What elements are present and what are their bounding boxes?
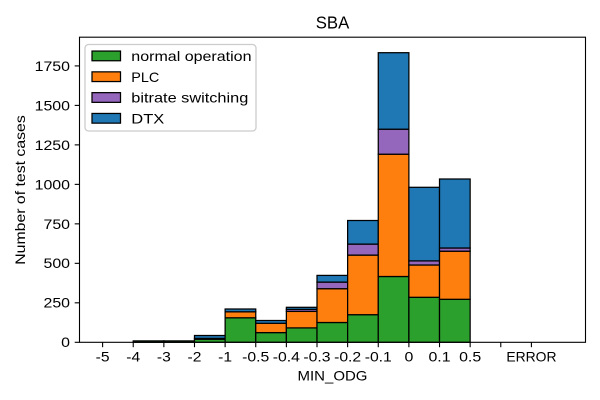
svg-text:-1: -1 [218,349,232,365]
svg-text:-0.3: -0.3 [303,349,330,365]
svg-text:DTX: DTX [131,110,164,126]
svg-text:-0.5: -0.5 [242,349,269,365]
svg-text:0: 0 [61,334,70,350]
svg-text:Number of test cases: Number of test cases [12,115,28,265]
svg-text:-4: -4 [126,349,140,365]
svg-text:750: 750 [44,216,71,232]
svg-text:1750: 1750 [35,58,71,74]
svg-text:bitrate switching: bitrate switching [131,90,248,106]
svg-text:500: 500 [44,255,71,271]
svg-text:-5: -5 [96,349,110,365]
svg-text:MIN_ODG: MIN_ODG [298,368,368,384]
svg-text:-2: -2 [188,349,202,365]
svg-text:1250: 1250 [35,137,71,153]
svg-text:-0.1: -0.1 [365,349,392,365]
svg-text:SBA: SBA [316,12,350,32]
svg-text:normal operation: normal operation [131,48,251,64]
svg-text:1500: 1500 [35,97,71,113]
svg-text:0.5: 0.5 [459,349,481,365]
svg-text:-0.2: -0.2 [334,349,361,365]
svg-text:-0.4: -0.4 [273,349,300,365]
svg-text:1000: 1000 [35,176,71,192]
svg-text:0: 0 [404,349,413,365]
svg-text:PLC: PLC [131,69,159,85]
svg-text:250: 250 [44,295,71,311]
svg-text:0.1: 0.1 [428,349,450,365]
svg-text:-3: -3 [157,349,171,365]
svg-text:ERROR: ERROR [506,349,556,365]
